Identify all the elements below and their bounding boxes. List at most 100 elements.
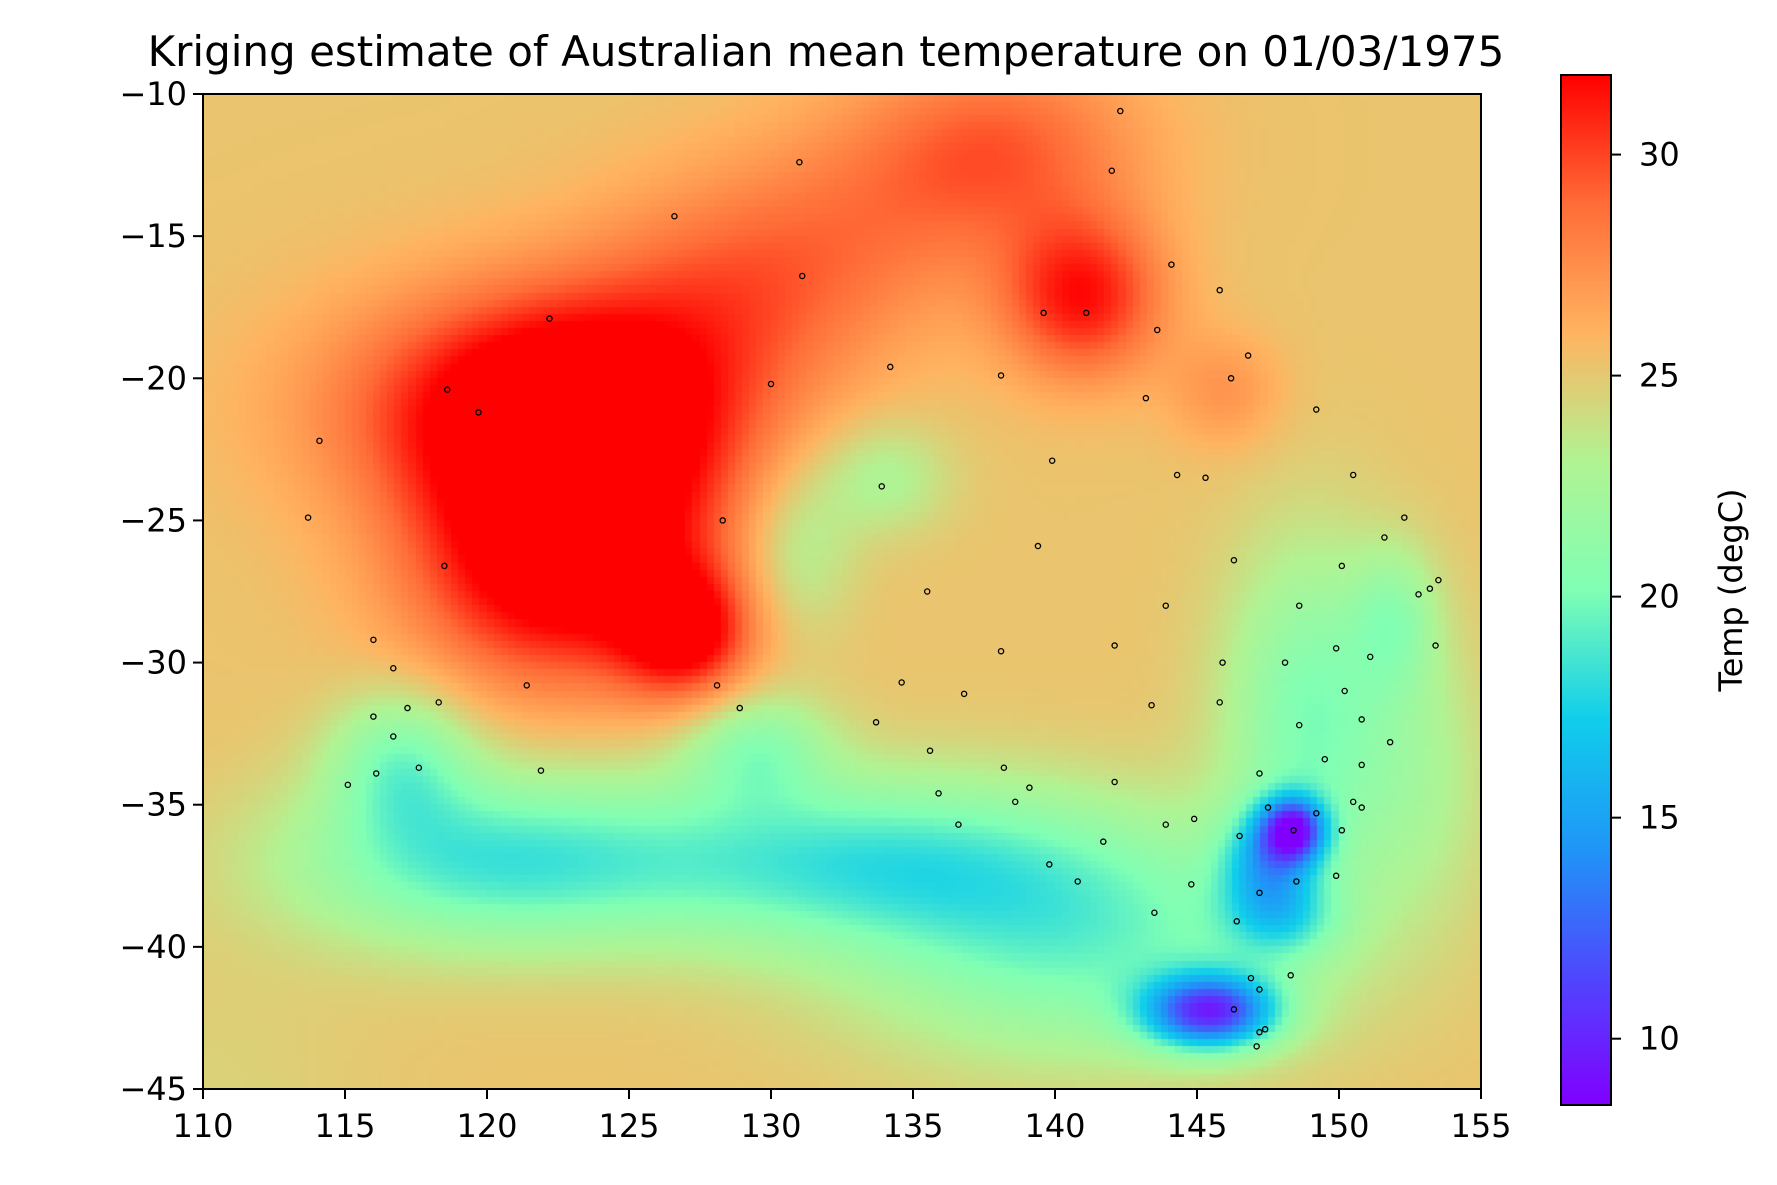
station-marker	[1074, 878, 1081, 885]
station-marker	[671, 212, 678, 220]
station-marker	[1111, 778, 1118, 786]
station-marker	[1332, 645, 1340, 652]
x-tick-label: 155	[1450, 1107, 1511, 1145]
station-marker	[1168, 261, 1175, 268]
station-marker	[1230, 556, 1238, 564]
station-marker	[935, 790, 942, 797]
x-tick-label: 145	[1166, 1107, 1227, 1145]
station-marker	[1293, 878, 1300, 885]
station-marker	[1173, 471, 1181, 479]
station-marker	[1219, 659, 1226, 666]
station-marker	[1338, 827, 1346, 834]
station-marker	[1011, 798, 1019, 806]
station-marker	[1321, 755, 1329, 763]
station-marker	[997, 372, 1005, 379]
x-tick-label: 110	[172, 1107, 233, 1145]
station-markers	[304, 107, 1442, 1050]
station-marker	[537, 767, 545, 774]
station-marker	[1227, 375, 1235, 382]
station-marker	[1381, 534, 1388, 541]
station-marker	[1162, 602, 1170, 609]
station-marker	[1256, 889, 1263, 897]
station-marker	[1111, 642, 1118, 649]
station-marker	[1341, 687, 1348, 695]
station-marker	[1233, 918, 1241, 925]
station-marker	[1313, 809, 1320, 817]
station-marker	[887, 363, 894, 371]
station-marker	[872, 719, 880, 726]
y-tick-label: −45	[119, 1070, 187, 1108]
station-marker	[370, 713, 377, 720]
station-marker	[1148, 701, 1155, 709]
station-marker	[1261, 1026, 1269, 1033]
station-marker	[1358, 804, 1365, 811]
station-marker	[1247, 974, 1255, 982]
station-marker	[1338, 562, 1346, 570]
station-marker	[1287, 972, 1294, 979]
colorbar-ticks: 10 15 20 25 30	[1611, 136, 1680, 1058]
station-marker	[390, 733, 397, 740]
y-tick-label: −35	[119, 786, 187, 824]
colorbar-tick-label: 15	[1639, 799, 1680, 837]
station-marker	[370, 636, 377, 644]
station-marker	[404, 704, 411, 712]
station-marker	[1046, 861, 1053, 868]
station-marker	[1117, 107, 1124, 115]
x-tick-label: 120	[456, 1107, 517, 1145]
y-tick-label: −30	[119, 644, 187, 682]
station-marker	[1216, 286, 1223, 294]
station-marker	[719, 517, 726, 524]
x-axis: 110 115 120 125 130 135 140 145 150 155	[172, 1089, 1512, 1145]
station-marker	[304, 514, 312, 521]
station-marker	[923, 588, 931, 595]
station-marker	[1349, 798, 1357, 806]
station-marker	[1082, 309, 1090, 317]
station-marker	[1230, 1006, 1238, 1013]
x-tick-label: 135	[882, 1107, 943, 1145]
station-marker	[1386, 738, 1394, 746]
station-marker	[1435, 576, 1442, 584]
station-marker	[898, 679, 905, 686]
station-marker	[1426, 585, 1434, 592]
station-marker	[441, 562, 448, 570]
station-marker	[415, 764, 423, 772]
station-marker	[1000, 764, 1008, 772]
station-marker	[443, 386, 451, 393]
station-marker	[372, 770, 380, 777]
colorbar-gradient	[1560, 74, 1612, 1106]
station-marker	[1034, 542, 1042, 550]
station-marker	[1281, 659, 1289, 666]
station-marker	[1256, 770, 1263, 777]
station-marker	[316, 437, 323, 445]
y-tick-label: −10	[119, 75, 187, 113]
temperature-heatmap	[203, 94, 1481, 1089]
x-tick-label: 115	[314, 1107, 375, 1145]
y-tick-label: −25	[119, 501, 187, 539]
x-tick-label: 130	[740, 1107, 801, 1145]
station-marker	[1264, 804, 1272, 811]
colorbar-tick-label: 25	[1639, 357, 1680, 395]
station-marker	[796, 158, 803, 166]
station-marker	[344, 781, 352, 789]
station-marker	[1332, 872, 1340, 880]
station-marker	[390, 665, 397, 672]
station-marker	[1100, 838, 1107, 845]
station-marker	[1256, 1028, 1263, 1036]
station-marker	[1108, 167, 1116, 175]
station-marker	[767, 380, 775, 388]
station-marker	[713, 682, 721, 689]
station-marker	[1432, 642, 1439, 649]
colorbar: 10 15 20 25 30 Temp (degC)	[1560, 74, 1750, 1106]
station-marker	[1358, 761, 1365, 769]
station-marker	[1295, 721, 1303, 729]
station-marker	[1190, 815, 1198, 823]
colorbar-tick-label: 30	[1639, 136, 1680, 174]
y-tick-label: −20	[119, 359, 187, 397]
station-marker	[1236, 832, 1243, 840]
x-tick-label: 140	[1024, 1107, 1085, 1145]
y-tick-label: −40	[119, 928, 187, 966]
station-marker	[1026, 784, 1033, 791]
plot-frame	[202, 93, 1482, 1090]
station-marker	[1153, 326, 1161, 334]
station-marker	[1290, 827, 1297, 834]
